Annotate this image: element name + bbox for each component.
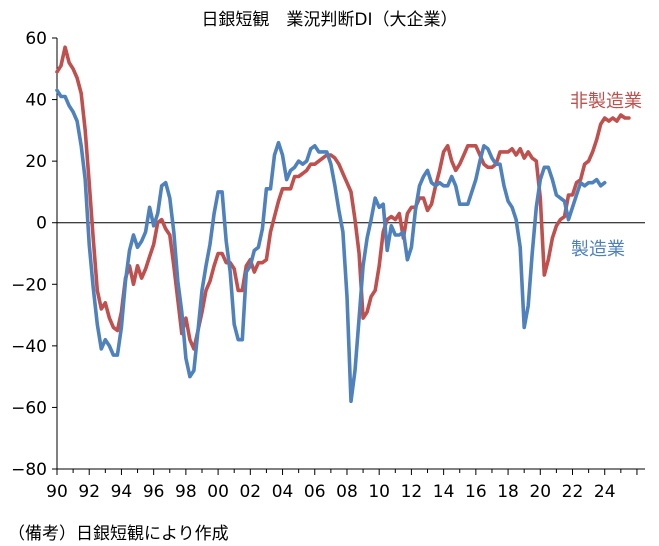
x-tick-label: 92 <box>78 482 100 502</box>
x-tick-label: 22 <box>562 482 584 502</box>
y-tick-label: −20 <box>11 275 47 295</box>
series-line-nonmanufacturing <box>55 45 631 351</box>
series-line-manufacturing <box>55 88 607 404</box>
x-tick-label: 04 <box>272 482 294 502</box>
axes <box>52 37 645 475</box>
y-tick-label: −60 <box>11 398 47 418</box>
x-tick-label: 14 <box>433 482 455 502</box>
x-tick-labels: 90 92 94 96 98 00 02 04 06 08 10 12 14 16 18 20 22 24 <box>46 482 615 502</box>
y-tick-label: 60 <box>25 29 47 49</box>
y-tick-labels: 60 40 20 0 −20 −40 −60 −80 <box>11 29 47 480</box>
x-tick-label: 94 <box>111 482 133 502</box>
series-lines <box>55 45 631 404</box>
x-tick-label: 18 <box>497 482 519 502</box>
x-tick-label: 06 <box>304 482 326 502</box>
y-tick-label: 40 <box>25 91 47 111</box>
x-tick-label: 90 <box>46 482 68 502</box>
chart-title: 日銀短観 業況判断DI（大企業） <box>201 10 458 30</box>
x-tick-label: 20 <box>529 482 551 502</box>
y-tick-label: −40 <box>11 337 47 357</box>
source-note: （備考）日銀短観により作成 <box>8 524 229 544</box>
y-tick-label: 0 <box>36 214 47 234</box>
x-tick-label: 12 <box>401 482 423 502</box>
y-tick-label: 20 <box>25 152 47 172</box>
x-tick-label: 24 <box>594 482 616 502</box>
x-tick-label: 08 <box>336 482 358 502</box>
x-tick-label: 02 <box>239 482 261 502</box>
series-label-manufacturing: 製造業 <box>571 239 625 260</box>
x-tick-label: 96 <box>143 482 165 502</box>
x-tick-label: 10 <box>368 482 390 502</box>
x-tick-label: 16 <box>465 482 487 502</box>
x-tick-label: 00 <box>207 482 229 502</box>
x-tick-label: 98 <box>175 482 197 502</box>
y-tick-label: −80 <box>11 460 47 480</box>
series-label-nonmanufacturing: 非製造業 <box>570 91 642 112</box>
